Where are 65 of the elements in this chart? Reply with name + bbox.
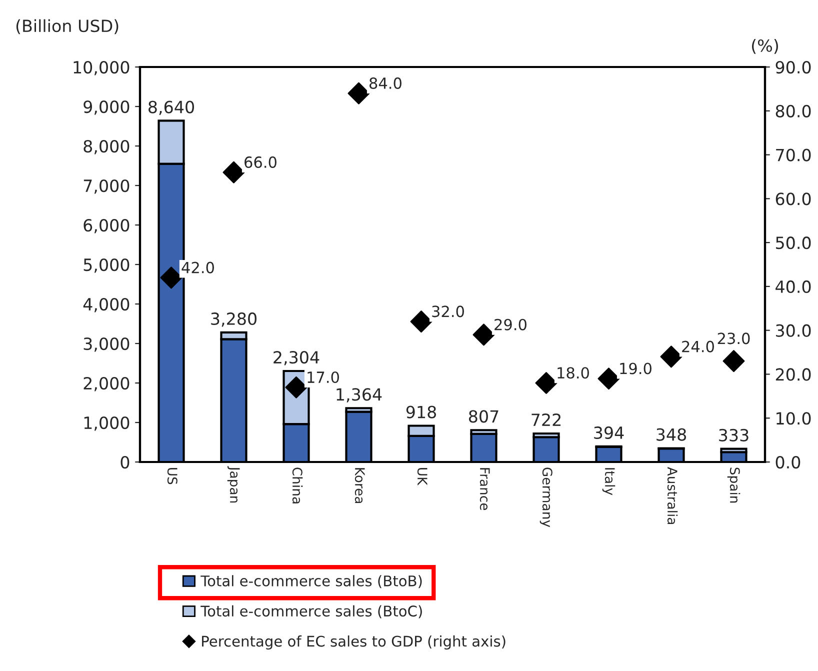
- y-tick-label: 8,000: [84, 140, 130, 154]
- data-label: 19.0: [620, 362, 652, 374]
- y2-tick-label: 90.0: [776, 60, 811, 74]
- x-tick-label: Australia: [667, 466, 678, 524]
- data-label: 24.0: [682, 340, 714, 352]
- y2-tick-label: 50.0: [776, 236, 811, 250]
- legend-label: Percentage of EC sales to GDP (right axis): [202, 635, 506, 650]
- total-label: 918: [406, 406, 436, 418]
- data-label: 84.0: [370, 77, 402, 89]
- total-label: 348: [656, 428, 686, 441]
- y2-tick-label: 40.0: [776, 280, 811, 294]
- x-tick-label: China: [292, 468, 303, 504]
- total-label: 394: [594, 426, 624, 440]
- y-tick-label: 6,000: [84, 218, 130, 234]
- y-tick-label: 5,000: [84, 258, 130, 273]
- y-tick-label: 4,000: [83, 298, 130, 312]
- total-label: 333: [719, 428, 748, 442]
- point: [160, 266, 182, 289]
- x-tick-label: Japan: [227, 466, 240, 503]
- x-tick-label: Germany: [540, 468, 552, 528]
- legend-label: Total e-commerce sales (BtoB): [200, 575, 422, 588]
- point: [535, 372, 558, 394]
- total-label: 2,304: [274, 350, 320, 366]
- x-tick-label: UK: [417, 468, 428, 486]
- y-tick-label: 1,000: [84, 416, 130, 431]
- y2-tick-label: 10.0: [776, 412, 811, 425]
- y2-tick-label: 30.0: [776, 324, 811, 337]
- y-tick-label: 0: [120, 456, 130, 469]
- point: [472, 324, 495, 346]
- y2-tick-label: 60.0: [776, 192, 811, 206]
- y-axis-title: (Billion USD): [16, 19, 118, 34]
- y-tick-label: 9,000: [84, 100, 130, 115]
- point: [660, 346, 682, 368]
- legend-label: Total e-commerce sales (BtoC): [200, 605, 422, 618]
- total-label: 1,364: [336, 388, 382, 402]
- data-label: 29.0: [494, 318, 526, 330]
- data-label: 66.0: [244, 156, 276, 168]
- point: [222, 161, 245, 184]
- data-label: 17.0: [308, 371, 339, 384]
- y-tick-label: 3,000: [84, 337, 130, 352]
- x-tick-label: France: [480, 468, 490, 510]
- data-label: 42.0: [182, 262, 214, 274]
- total-label: 8,640: [148, 100, 194, 116]
- x-tick-label: US: [167, 468, 178, 484]
- data-label: 23.0: [718, 332, 750, 344]
- point: [598, 368, 620, 390]
- y-tick-label: 7,000: [84, 179, 130, 194]
- y-tick-label: 10,000: [74, 60, 130, 76]
- y2-tick-label: 80.0: [776, 104, 811, 118]
- point: [348, 82, 370, 104]
- y2-tick-label: 0.0: [776, 456, 800, 469]
- total-label: 3,280: [211, 312, 256, 327]
- y2-tick-label: 20.0: [776, 368, 811, 381]
- total-label: 807: [468, 410, 498, 423]
- data-label: 32.0: [432, 306, 464, 318]
- point: [722, 350, 745, 372]
- x-tick-label: Spain: [727, 468, 740, 503]
- y-tick-label: 2,000: [84, 376, 130, 392]
- y2-tick-label: 70.0: [776, 148, 811, 162]
- point: [410, 310, 432, 333]
- total-label: 722: [532, 413, 560, 426]
- y2-axis-title: (%): [752, 39, 778, 54]
- data-label: 18.0: [558, 367, 589, 379]
- x-tick-label: Korea: [354, 468, 365, 504]
- x-tick-label: Italy: [602, 468, 616, 496]
